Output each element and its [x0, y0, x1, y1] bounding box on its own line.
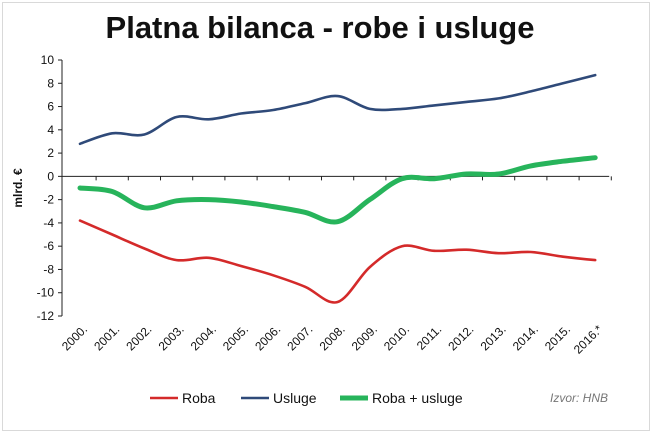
series-roba-line: [78, 219, 597, 304]
x-tick-label: 2011.: [414, 322, 445, 353]
x-tick-label: 2002.: [123, 322, 154, 353]
y-tick-label: -8: [43, 262, 54, 276]
y-axis: 10 8 6 4 2 0 -2 -4 -6 -8 -10 -12: [37, 53, 63, 323]
x-axis: 2000. 2001. 2002. 2003. 2004. 2005. 2006. 2007.…: [59, 175, 612, 357]
x-tick-label: 2016.*: [571, 322, 606, 357]
x-tick-label: 2008.: [317, 322, 348, 353]
x-tick-label: 2000.: [59, 322, 90, 353]
x-tick-label: 2003.: [156, 322, 187, 353]
y-tick-label: 2: [47, 146, 54, 160]
y-tick-label: 8: [47, 76, 54, 90]
y-tick-label: -10: [37, 286, 55, 300]
source-note: Izvor: HNB: [550, 391, 608, 405]
legend-roba-usluge-label: Roba + usluge: [372, 390, 463, 406]
x-tick-label: 2014.: [510, 322, 541, 353]
y-tick-label: -2: [43, 193, 54, 207]
y-tick-label: 4: [47, 123, 54, 137]
x-tick-label: 2005.: [220, 322, 251, 353]
x-tick-label: 2007.: [284, 322, 315, 353]
x-tick-label: 2012.: [445, 322, 476, 353]
x-tick-label: 2013.: [478, 322, 509, 353]
y-tick-label: 0: [47, 169, 54, 183]
y-tick-label: -4: [43, 216, 54, 230]
y-tick-label: -6: [43, 239, 54, 253]
x-tick-label: 2004.: [188, 322, 219, 353]
series-usluge-line: [78, 73, 597, 146]
y-tick-label: 10: [41, 53, 55, 67]
legend-usluge-label: Usluge: [273, 390, 317, 406]
x-tick-label: 2015.: [542, 322, 573, 353]
chart-frame: [2, 2, 650, 431]
y-axis-label: mlrd. €: [11, 168, 25, 208]
legend-roba-label: Roba: [182, 390, 216, 406]
legend: Roba Usluge Roba + usluge: [150, 390, 463, 406]
y-tick-label: 6: [47, 100, 54, 114]
series-roba-usluge-line: [77, 155, 598, 225]
x-tick-label: 2006.: [252, 322, 283, 353]
x-tick-label: 2010.: [381, 322, 412, 353]
x-tick-label: 2009.: [349, 322, 380, 353]
series-lines: [77, 73, 598, 304]
y-tick-label: -12: [37, 309, 55, 323]
chart-title: Platna bilanca - robe i usluge: [105, 10, 535, 45]
x-tick-label: 2001.: [91, 322, 122, 353]
